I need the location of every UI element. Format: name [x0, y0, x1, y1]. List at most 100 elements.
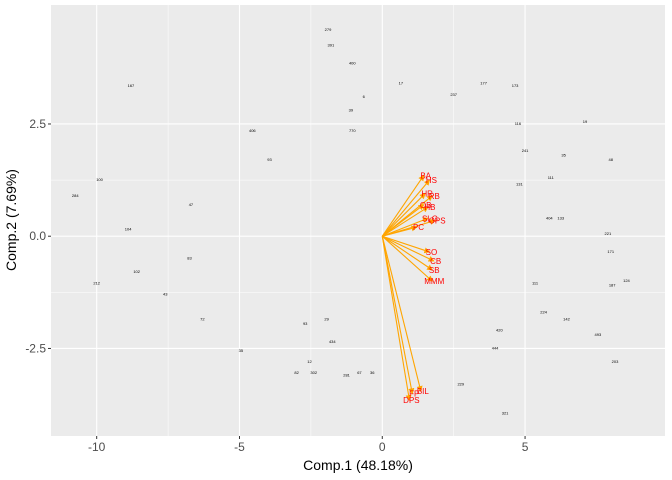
observation-label: 82	[294, 370, 299, 375]
loading-label: BIL	[417, 387, 430, 396]
observation-label: 391	[328, 42, 335, 47]
observation-label: 406	[249, 128, 256, 133]
observation-label: 420	[496, 328, 503, 333]
loading-label: FP	[409, 389, 419, 398]
observation-label: 17	[399, 81, 404, 86]
observation-label: 279	[325, 27, 332, 32]
loading-label: SB	[429, 266, 440, 275]
observation-label: 212	[93, 280, 100, 285]
observation-label: 444	[492, 346, 499, 351]
observation-label: 93	[267, 157, 272, 162]
observation-label: 302	[310, 370, 317, 375]
observation-labels: 279 391 400 17 177 173 167 6 237 39 116 19 406 770 93 4…	[72, 27, 631, 416]
observation-label: 404	[546, 215, 553, 220]
observation-label: 173	[512, 83, 519, 88]
loading-label: SLG	[422, 214, 438, 223]
observation-label: 241	[522, 148, 529, 153]
observation-label: 116	[515, 121, 522, 126]
observation-label: 400	[349, 60, 356, 65]
loading-arrow	[381, 179, 431, 237]
y-tick-label: -2.5	[25, 341, 46, 355]
observation-label: 124	[623, 278, 630, 283]
loading-arrow	[381, 204, 425, 237]
plot-panel	[51, 5, 665, 436]
x-axis-ticks: -10 -5 0 5	[88, 436, 529, 454]
loading-arrow	[381, 174, 425, 237]
loading-arrow	[382, 235, 431, 254]
observation-label: 6	[363, 94, 366, 99]
observation-label: 284	[72, 193, 79, 198]
observation-label: 321	[502, 411, 509, 416]
loading-arrow	[381, 236, 412, 402]
loading-arrow	[381, 236, 415, 395]
observation-label: 29	[324, 316, 329, 321]
observation-label: 111	[548, 175, 555, 180]
observation-label: 770	[349, 128, 356, 133]
loading-arrow	[381, 235, 433, 282]
loading-arrow	[381, 192, 426, 237]
loading-arrow	[382, 217, 429, 237]
observation-label: 131	[516, 182, 523, 187]
y-axis-title: Comp.2 (7.69%)	[3, 169, 19, 271]
observation-label: 171	[607, 249, 614, 254]
observation-label: 221	[605, 231, 612, 236]
observation-label: 167	[128, 83, 135, 88]
observation-label: 281	[343, 372, 350, 377]
observation-label: 237	[450, 92, 457, 97]
x-tick-label: -10	[88, 440, 106, 454]
observation-label: 142	[563, 316, 570, 321]
observation-label: 102	[133, 269, 140, 274]
loading-label: HR	[421, 190, 433, 199]
loading-label: RB	[429, 192, 440, 201]
observation-label: 67	[357, 370, 362, 375]
observation-label: 111	[532, 280, 539, 285]
loading-label: BA	[420, 172, 431, 181]
observation-label: 434	[329, 339, 336, 344]
observation-label: 93	[303, 321, 308, 326]
loading-label: PC	[413, 223, 424, 232]
y-tick-label: 2.5	[29, 117, 46, 131]
observation-label: 39	[349, 108, 354, 113]
observation-label: 203	[612, 359, 619, 364]
observation-label: 83	[187, 256, 192, 261]
loading-arrow	[382, 225, 418, 237]
observation-label: 133	[557, 215, 564, 220]
observation-label: 100	[96, 177, 103, 182]
observation-label: 493	[595, 332, 602, 337]
y-tick-label: 0.0	[29, 229, 46, 243]
y-axis-ticks: -2.5 0.0 2.5	[25, 117, 51, 355]
loading-label: DPS	[403, 396, 419, 405]
observation-label: 35	[239, 348, 244, 353]
grid-lines	[51, 5, 665, 436]
loading-label: HB	[424, 203, 435, 212]
loading-arrow	[381, 206, 429, 237]
x-tick-label: 0	[379, 440, 386, 454]
x-axis-title: Comp.1 (48.18%)	[303, 457, 413, 473]
observation-label: 187	[609, 283, 616, 288]
observation-label: 229	[457, 381, 464, 386]
x-tick-label: 5	[522, 440, 529, 454]
observation-label: 177	[480, 81, 487, 86]
loading-label: OPS	[429, 217, 446, 226]
observation-label: 47	[189, 202, 194, 207]
loading-arrow	[381, 235, 434, 271]
observation-label: 35	[561, 152, 566, 157]
observation-label: 43	[163, 292, 168, 297]
observation-label: 36	[370, 370, 375, 375]
observation-label: 72	[200, 316, 205, 321]
loading-label: SO	[426, 248, 438, 257]
observation-label: 224	[540, 310, 547, 315]
loading-arrows	[381, 174, 437, 402]
loading-label: MMM	[424, 277, 444, 286]
loading-label: CB	[430, 257, 441, 266]
loading-arrow	[382, 235, 435, 262]
loading-label: OB	[420, 201, 432, 210]
observation-label: 48	[609, 157, 614, 162]
observation-label: 12	[307, 359, 312, 364]
x-tick-label: -5	[234, 440, 245, 454]
loading-arrow	[381, 236, 423, 393]
observation-label: 19	[583, 119, 588, 124]
loading-label: HS	[426, 176, 437, 185]
